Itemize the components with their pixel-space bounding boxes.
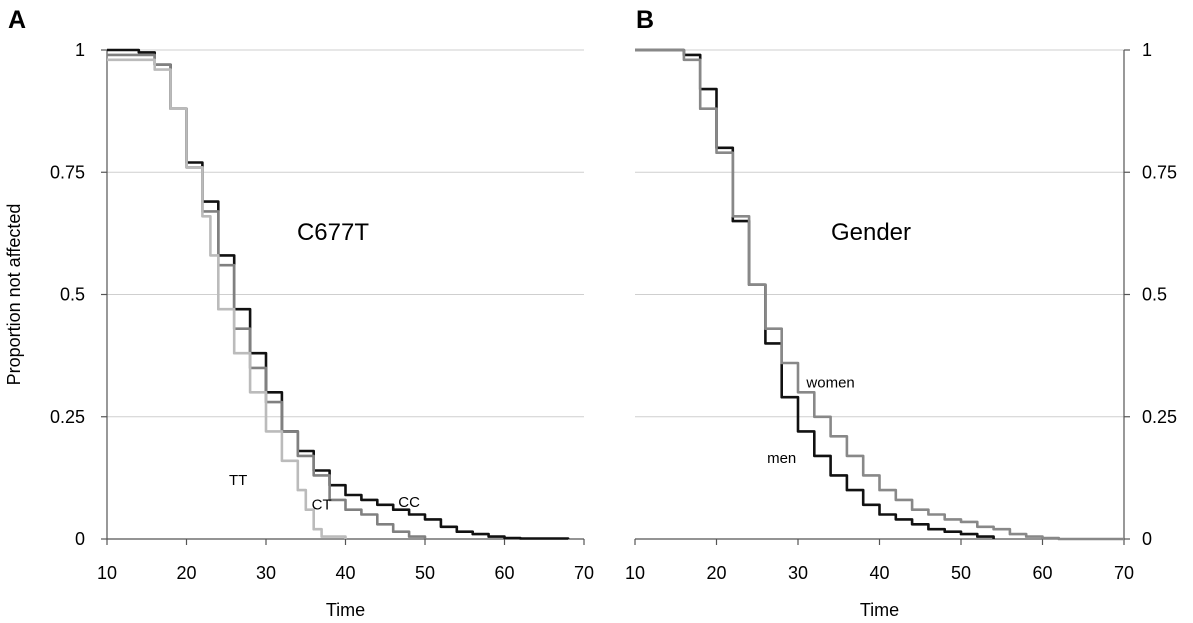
y-tick-label: 0.75 [1142, 162, 1177, 182]
x-tick-label: 10 [97, 563, 117, 583]
series-line-tt [107, 58, 347, 539]
x-tick-label: 30 [788, 563, 808, 583]
y-tick-label: 0.5 [60, 285, 85, 305]
x-axis-label: Time [326, 600, 365, 620]
x-tick-label: 60 [1032, 563, 1052, 583]
y-tick-label: 0.25 [1142, 407, 1177, 427]
y-tick-label: 0.75 [50, 162, 85, 182]
x-tick-label: 70 [1114, 563, 1134, 583]
x-tick-label: 70 [574, 563, 594, 583]
series-label-tt: TT [229, 472, 247, 489]
series-label-ct: CT [312, 497, 332, 514]
y-tick-label: 1 [75, 40, 85, 60]
y-tick-label: 0 [1142, 529, 1152, 549]
panel-letter: A [8, 6, 26, 34]
series-line-ct [107, 53, 427, 539]
y-tick-label: 0.5 [1142, 285, 1167, 305]
x-tick-label: 20 [176, 563, 196, 583]
x-tick-label: 10 [625, 563, 645, 583]
series-line-women [635, 48, 1124, 541]
y-tick-label: 0 [75, 529, 85, 549]
x-tick-label: 30 [256, 563, 276, 583]
x-tick-label: 60 [494, 563, 514, 583]
panel-title: Gender [831, 219, 911, 246]
series-label-women: women [805, 374, 854, 391]
series-label-men: men [767, 450, 796, 467]
y-tick-label: 1 [1142, 40, 1152, 60]
x-tick-label: 40 [335, 563, 355, 583]
x-tick-label: 40 [869, 563, 889, 583]
y-axis-label: Proportion not affected [4, 204, 24, 386]
panel-a: 10 20 30 40 50 60 70 0 0.25 0.5 0.75 1 TT CT CC C677T A T… [4, 6, 594, 620]
panel-b: 10 20 30 40 50 60 70 0 0.25 0.5 0.75 1 women men Gende… [625, 6, 1177, 620]
panel-title: C677T [297, 219, 369, 246]
x-tick-label: 50 [415, 563, 435, 583]
x-axis-label: Time [860, 600, 899, 620]
x-tick-label: 20 [706, 563, 726, 583]
x-tick-label: 50 [951, 563, 971, 583]
series-label-cc: CC [398, 494, 420, 511]
panel-letter: B [636, 6, 654, 34]
y-tick-label: 0.25 [50, 407, 85, 427]
